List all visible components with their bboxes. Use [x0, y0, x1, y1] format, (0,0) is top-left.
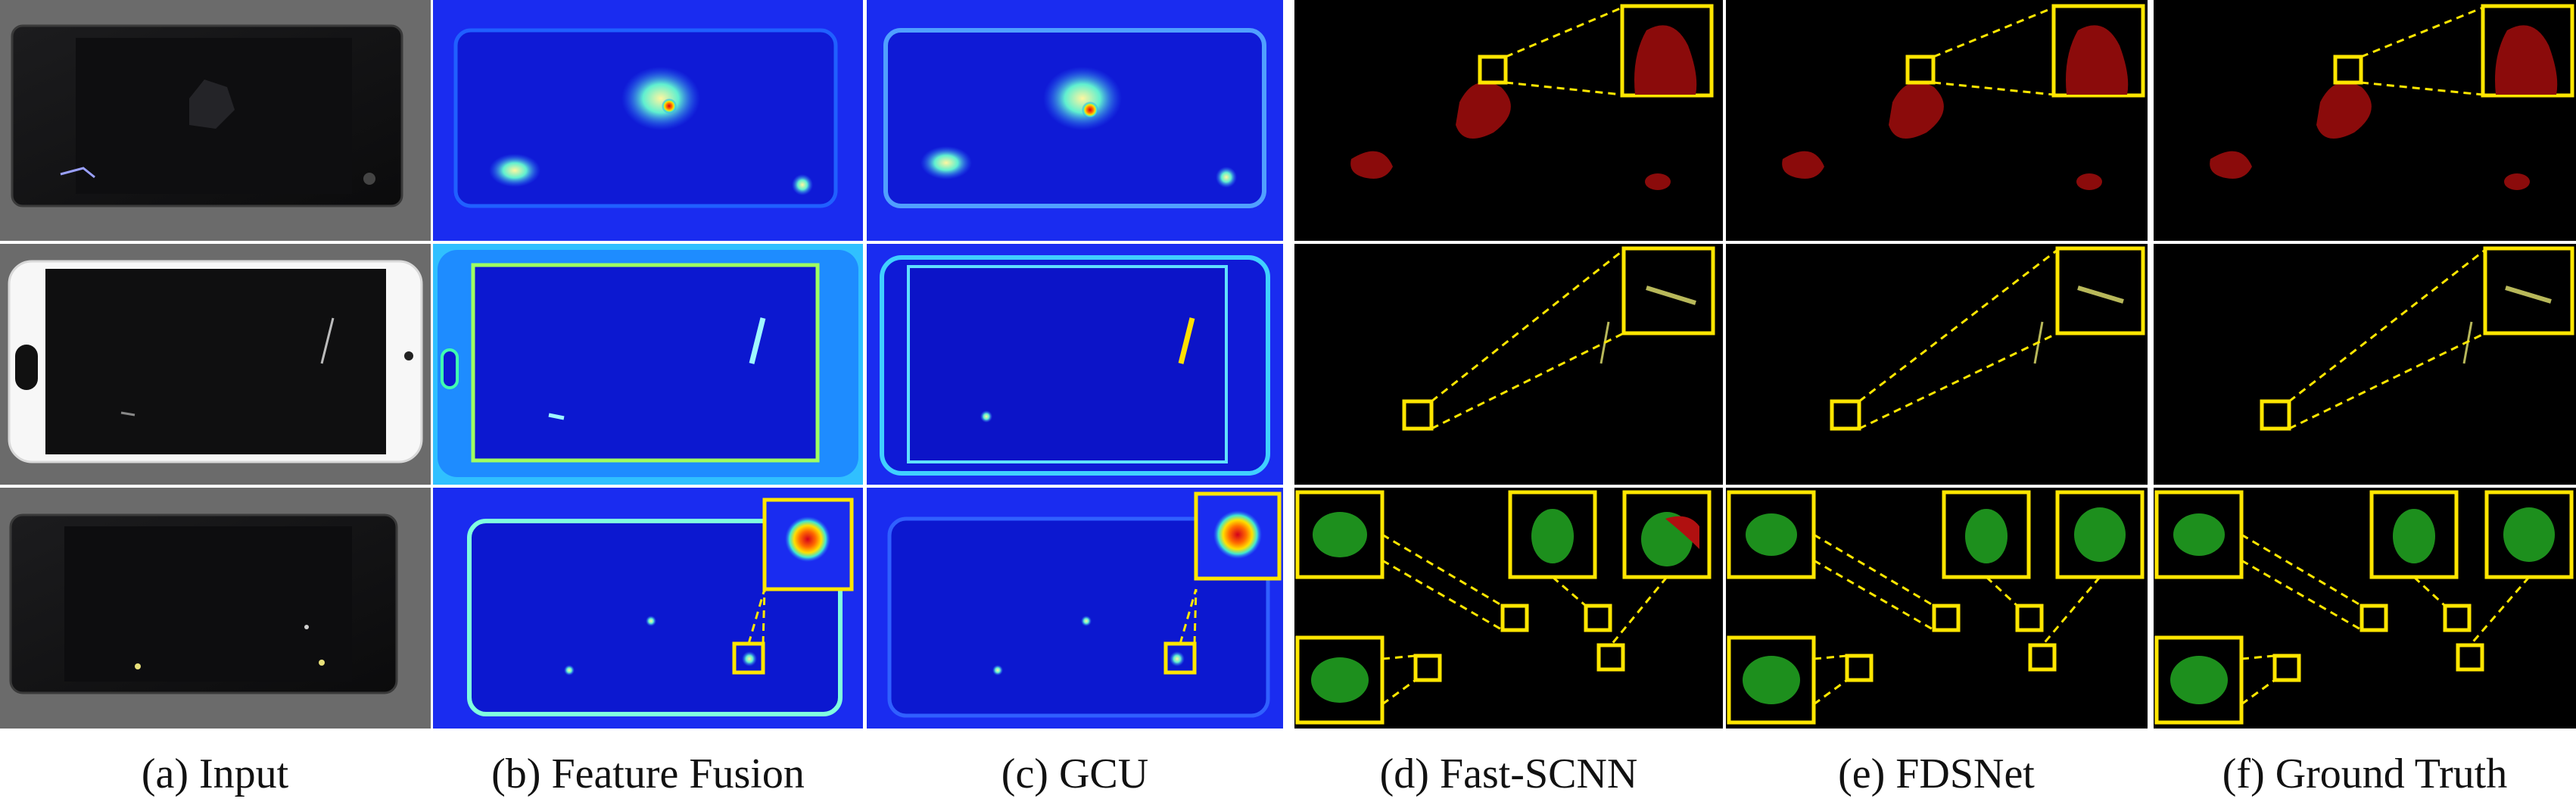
- row-scratch-ground-truth-panel: [2154, 244, 2576, 485]
- row-oil-fast-scnn-panel: [1294, 0, 1723, 241]
- captions: (a) Input (b) Feature Fusion (c) GCU (d)…: [142, 750, 2507, 797]
- row-scratch-gcu-panel: [867, 244, 1283, 485]
- row-stain-fast-scnn-panel: [1294, 488, 1723, 729]
- row-oil-input-panel: [0, 0, 431, 241]
- row-scratch-input-panel: [0, 244, 431, 485]
- row-scratch: [0, 244, 2576, 485]
- caption-ground-truth: (f) Ground Truth: [2222, 750, 2507, 797]
- row-stain: [0, 488, 2576, 729]
- caption-fast-scnn: (d) Fast-SCNN: [1380, 750, 1638, 797]
- row-stain-gcu-panel: [867, 488, 1283, 729]
- row-stain-input-panel: [0, 488, 431, 729]
- row-scratch-fdsnet-panel: [1726, 244, 2148, 485]
- row-stain-feature-fusion-panel: [433, 488, 863, 729]
- caption-gcu: (c) GCU: [1001, 750, 1148, 797]
- row-stain-ground-truth-panel: [2154, 488, 2576, 729]
- row-scratch-fast-scnn-panel: [1294, 244, 1723, 485]
- caption-fdsnet: (e) FDSNet: [1838, 750, 2035, 797]
- row-oil-feature-fusion-panel: [433, 0, 863, 241]
- row-stain-fdsnet-panel: [1726, 488, 2148, 729]
- row-oil: [0, 0, 2576, 241]
- row-scratch-feature-fusion-panel: [433, 244, 863, 485]
- caption-feature-fusion: (b) Feature Fusion: [491, 750, 805, 797]
- row-oil-gcu-panel: [867, 0, 1283, 241]
- row-oil-ground-truth-panel: [2154, 0, 2576, 241]
- caption-input: (a) Input: [142, 750, 289, 797]
- row-oil-fdsnet-panel: [1726, 0, 2148, 241]
